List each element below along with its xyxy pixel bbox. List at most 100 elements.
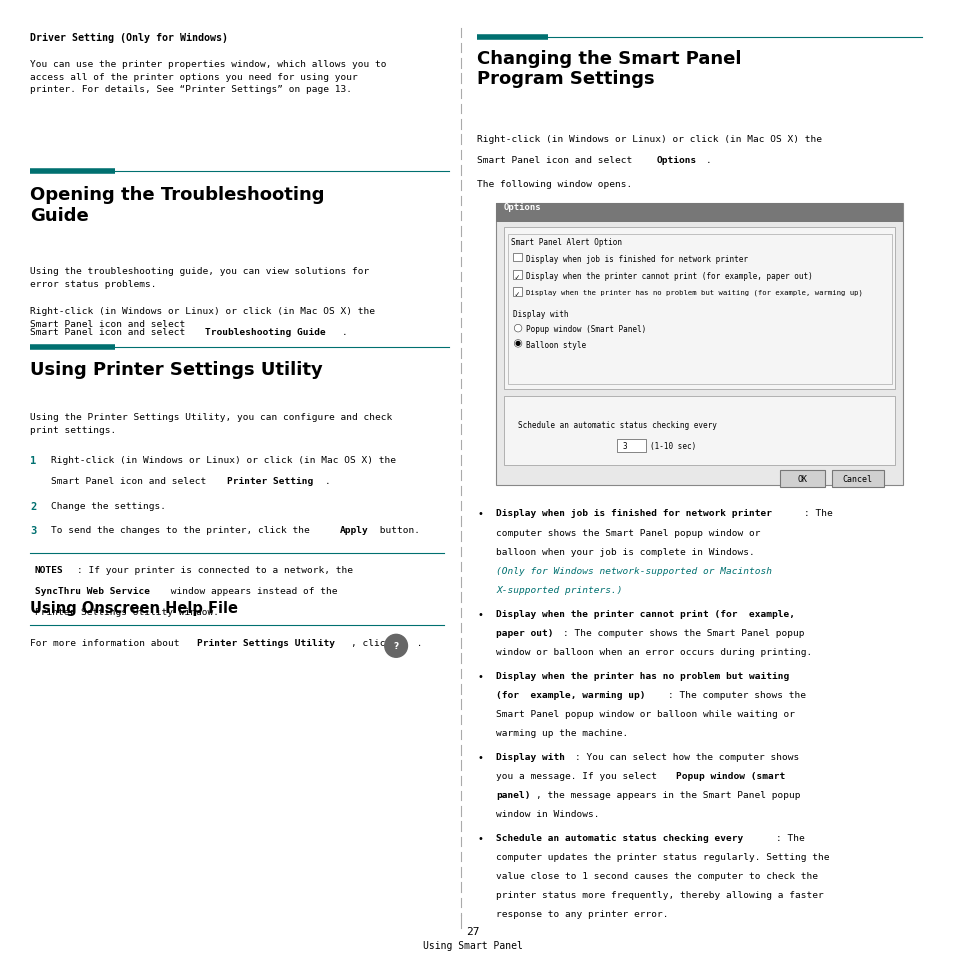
Text: Using Onscreen Help File: Using Onscreen Help File bbox=[30, 600, 238, 616]
Text: Opening the Troubleshooting
Guide: Opening the Troubleshooting Guide bbox=[30, 186, 324, 225]
Text: window or balloon when an error occurs during printing.: window or balloon when an error occurs d… bbox=[496, 647, 812, 656]
Text: Display with: Display with bbox=[513, 310, 568, 318]
Text: The following window opens.: The following window opens. bbox=[476, 180, 632, 189]
Text: Change the settings.: Change the settings. bbox=[51, 501, 166, 510]
Text: 27: 27 bbox=[465, 926, 479, 936]
Text: For more information about: For more information about bbox=[30, 639, 185, 647]
Text: .: . bbox=[342, 328, 348, 336]
Text: Popup window (smart: Popup window (smart bbox=[676, 771, 784, 780]
Text: panel): panel) bbox=[496, 790, 530, 799]
Text: X-supported printers.): X-supported printers.) bbox=[496, 585, 622, 594]
Text: Popup window (Smart Panel): Popup window (Smart Panel) bbox=[525, 325, 645, 334]
Text: OK: OK bbox=[797, 475, 807, 484]
Bar bbox=[513, 253, 521, 262]
Text: paper out): paper out) bbox=[496, 628, 554, 637]
Bar bbox=[617, 439, 645, 453]
FancyBboxPatch shape bbox=[780, 471, 824, 488]
Text: Schedule an automatic status checking every: Schedule an automatic status checking ev… bbox=[517, 420, 717, 429]
Text: window appears instead of the: window appears instead of the bbox=[165, 586, 337, 595]
Text: Using the Printer Settings Utility, you can configure and check
print settings.: Using the Printer Settings Utility, you … bbox=[30, 413, 392, 435]
Text: , click: , click bbox=[351, 639, 396, 647]
Text: Driver Setting (Only for Windows): Driver Setting (Only for Windows) bbox=[30, 33, 228, 44]
Text: .: . bbox=[705, 156, 711, 165]
Text: window in Windows.: window in Windows. bbox=[496, 809, 599, 818]
Text: : If your printer is connected to a network, the: : If your printer is connected to a netw… bbox=[76, 565, 353, 574]
Text: Smart Panel icon and select: Smart Panel icon and select bbox=[476, 156, 638, 165]
Text: response to any printer error.: response to any printer error. bbox=[496, 909, 668, 918]
Text: you a message. If you select: you a message. If you select bbox=[496, 771, 662, 780]
FancyBboxPatch shape bbox=[496, 204, 902, 485]
Text: Right-click (in Windows or Linux) or click (in Mac OS X) the: Right-click (in Windows or Linux) or cli… bbox=[51, 456, 395, 464]
Text: Smart Panel popup window or balloon while waiting or: Smart Panel popup window or balloon whil… bbox=[496, 709, 795, 718]
Text: (Only for Windows network-supported or Macintosh: (Only for Windows network-supported or M… bbox=[496, 566, 772, 575]
FancyBboxPatch shape bbox=[503, 228, 894, 390]
Text: You can use the printer properties window, which allows you to
access all of the: You can use the printer properties windo… bbox=[30, 60, 386, 94]
Text: : The: : The bbox=[776, 833, 804, 841]
Bar bbox=[513, 288, 521, 296]
Text: Using the troubleshooting guide, you can view solutions for
error status problem: Using the troubleshooting guide, you can… bbox=[30, 267, 369, 289]
Text: ✓: ✓ bbox=[514, 290, 518, 298]
Text: Balloon style: Balloon style bbox=[525, 340, 585, 349]
Text: computer shows the Smart Panel popup window or: computer shows the Smart Panel popup win… bbox=[496, 528, 760, 537]
Text: NOTES: NOTES bbox=[35, 565, 64, 574]
Text: 3: 3 bbox=[621, 441, 626, 450]
Text: Right-click (in Windows or Linux) or click (in Mac OS X) the
Smart Panel icon an: Right-click (in Windows or Linux) or cli… bbox=[30, 307, 375, 329]
Text: 3: 3 bbox=[30, 525, 36, 535]
Text: Display when the printer cannot print (for  example,: Display when the printer cannot print (f… bbox=[496, 609, 795, 618]
Text: printer status more frequently, thereby allowing a faster: printer status more frequently, thereby … bbox=[496, 890, 823, 899]
Text: (1-10 sec): (1-10 sec) bbox=[650, 441, 696, 450]
Text: 1: 1 bbox=[30, 456, 36, 465]
Text: .: . bbox=[411, 639, 422, 647]
Text: : The computer shows the: : The computer shows the bbox=[668, 690, 805, 699]
Circle shape bbox=[516, 342, 519, 346]
Text: Display when job is finished for network printer: Display when job is finished for network… bbox=[525, 254, 747, 263]
Text: : The computer shows the Smart Panel popup: : The computer shows the Smart Panel pop… bbox=[563, 628, 804, 637]
Text: button.: button. bbox=[374, 525, 420, 534]
Text: Using Smart Panel: Using Smart Panel bbox=[422, 940, 522, 949]
Text: SyncThru Web Service: SyncThru Web Service bbox=[35, 586, 150, 595]
Text: Cancel: Cancel bbox=[841, 475, 872, 484]
Text: Printer Settings Utility window.: Printer Settings Utility window. bbox=[35, 607, 219, 616]
Text: .: . bbox=[324, 476, 330, 485]
Text: •: • bbox=[476, 752, 483, 761]
Text: Troubleshooting Guide: Troubleshooting Guide bbox=[205, 328, 326, 336]
Text: Printer Setting: Printer Setting bbox=[227, 476, 313, 485]
Text: ?: ? bbox=[393, 641, 398, 651]
Text: Options: Options bbox=[503, 203, 541, 213]
Text: •: • bbox=[476, 509, 483, 518]
FancyBboxPatch shape bbox=[496, 204, 902, 223]
Circle shape bbox=[514, 340, 521, 348]
Text: Right-click (in Windows or Linux) or click (in Mac OS X) the: Right-click (in Windows or Linux) or cli… bbox=[476, 135, 821, 144]
Text: Using Printer Settings Utility: Using Printer Settings Utility bbox=[30, 360, 323, 378]
Text: computer updates the printer status regularly. Setting the: computer updates the printer status regu… bbox=[496, 852, 829, 861]
Text: : You can select how the computer shows: : You can select how the computer shows bbox=[575, 752, 799, 760]
Text: Display with: Display with bbox=[496, 752, 565, 760]
Text: , the message appears in the Smart Panel popup: , the message appears in the Smart Panel… bbox=[536, 790, 800, 799]
Text: warming up the machine.: warming up the machine. bbox=[496, 728, 628, 737]
Text: Display when job is finished for network printer: Display when job is finished for network… bbox=[496, 509, 772, 517]
Text: To send the changes to the printer, click the: To send the changes to the printer, clic… bbox=[51, 525, 315, 534]
Text: •: • bbox=[476, 609, 483, 618]
Text: Schedule an automatic status checking every: Schedule an automatic status checking ev… bbox=[496, 833, 742, 841]
Text: Smart Panel icon and select: Smart Panel icon and select bbox=[51, 476, 212, 485]
Circle shape bbox=[384, 635, 407, 658]
Circle shape bbox=[514, 325, 521, 333]
Text: Smart Panel icon and select: Smart Panel icon and select bbox=[30, 328, 191, 336]
Text: value close to 1 second causes the computer to check the: value close to 1 second causes the compu… bbox=[496, 871, 818, 880]
Text: Display when the printer has no problem but waiting: Display when the printer has no problem … bbox=[496, 671, 789, 679]
Text: 2: 2 bbox=[30, 501, 36, 511]
FancyBboxPatch shape bbox=[503, 396, 894, 465]
Text: (for  example, warming up): (for example, warming up) bbox=[496, 690, 645, 699]
Text: •: • bbox=[476, 833, 483, 842]
Text: balloon when your job is complete in Windows.: balloon when your job is complete in Win… bbox=[496, 547, 754, 556]
Bar bbox=[513, 271, 521, 279]
Text: : The: : The bbox=[802, 509, 831, 517]
Text: Changing the Smart Panel
Program Settings: Changing the Smart Panel Program Setting… bbox=[476, 50, 741, 89]
Text: Apply: Apply bbox=[339, 525, 368, 534]
Text: Printer Settings Utility: Printer Settings Utility bbox=[196, 639, 335, 647]
Text: ✓: ✓ bbox=[514, 273, 518, 281]
Text: Display when the printer cannot print (for example, paper out): Display when the printer cannot print (f… bbox=[525, 272, 812, 280]
Text: Smart Panel Alert Option: Smart Panel Alert Option bbox=[511, 237, 621, 246]
Text: Options: Options bbox=[657, 156, 697, 165]
Text: Display when the printer has no problem but waiting (for example, warming up): Display when the printer has no problem … bbox=[525, 289, 862, 295]
